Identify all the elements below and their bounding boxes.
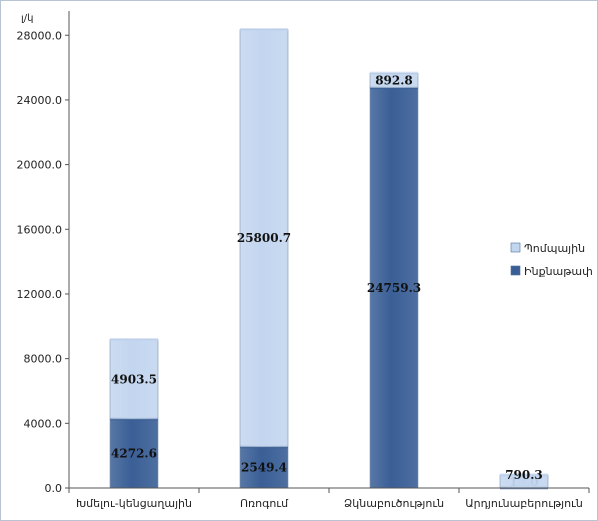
bar-segment-cap <box>110 338 158 342</box>
y-tick-label: 4000.0 <box>24 417 63 430</box>
bar-segment-cap <box>240 28 288 32</box>
bar-segment <box>109 418 159 489</box>
bar-segment-cap <box>500 473 548 477</box>
x-category-label: Խմելու-կենցաղային <box>76 497 192 510</box>
data-label: 24759.3 <box>367 281 421 295</box>
legend-label: Պոմպային <box>524 242 585 255</box>
bar-segment-cap <box>370 71 418 75</box>
y-tick-label: 0.0 <box>45 482 63 495</box>
x-category-label: Ոռոգում <box>240 497 289 510</box>
y-unit-label: լ/կ <box>21 13 33 24</box>
y-tick-label: 24000.0 <box>17 94 63 107</box>
x-axis: Խմելու-կենցաղային Ոռոգում Ձկնաբուծություն Ա… <box>68 487 590 510</box>
bar-segment <box>239 29 289 448</box>
legend: Պոմպային Ինքնաթափ <box>510 242 593 278</box>
y-axis: 0.0 4000.0 8000.0 12000.0 16000.0 20000.0 2400… <box>17 11 70 495</box>
bars: 4272.64903.52549.425800.724759.3892.815.… <box>109 28 549 490</box>
y-tick-label: 16000.0 <box>17 223 63 236</box>
legend-swatch <box>510 265 521 276</box>
legend-label: Ինքնաթափ <box>524 265 593 278</box>
data-label: 2549.4 <box>241 460 287 474</box>
y-tick-label: 12000.0 <box>17 288 63 301</box>
data-label: 4272.6 <box>111 446 157 460</box>
y-tick-label: 20000.0 <box>17 159 63 172</box>
data-label: 790.3 <box>505 468 543 482</box>
y-tick-label: 28000.0 <box>17 29 63 42</box>
x-category-label: Արդյունաբերություն <box>465 497 583 510</box>
bar-segment <box>369 87 419 489</box>
legend-swatch <box>510 242 521 253</box>
data-label: 25800.7 <box>237 231 291 245</box>
data-label: 892.8 <box>375 73 413 87</box>
data-label: 4903.5 <box>111 372 157 386</box>
y-tick-label: 8000.0 <box>24 353 63 366</box>
x-category-label: Ձկնաբուծություն <box>344 497 444 510</box>
